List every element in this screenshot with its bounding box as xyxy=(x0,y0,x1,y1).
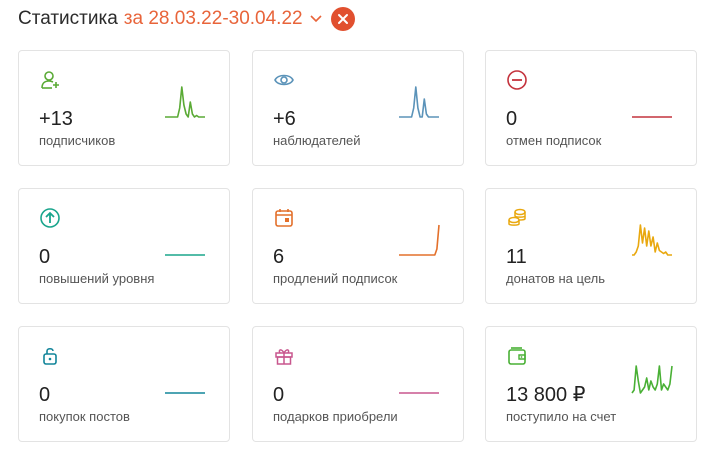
stat-label: наблюдателей xyxy=(273,133,361,148)
stat-label: отмен подписок xyxy=(506,133,602,148)
stat-card: 0 повышений уровня xyxy=(18,188,230,304)
stat-card: +6 наблюдателей xyxy=(252,50,464,166)
trend-sparkline xyxy=(397,85,441,119)
stat-label: поступило на счет xyxy=(506,409,617,424)
stat-label: донатов на цель xyxy=(506,271,605,286)
stat-label: подписчиков xyxy=(39,133,116,148)
stat-label: подарков приобрели xyxy=(273,409,398,424)
stat-card: +13 подписчиков xyxy=(18,50,230,166)
wallet-icon xyxy=(506,345,528,367)
trend-sparkline xyxy=(397,223,441,257)
trend-sparkline xyxy=(163,223,207,257)
coins-icon xyxy=(506,207,528,229)
header: Статистика за 28.03.22-30.04.22 xyxy=(18,6,355,32)
stat-card: 0 отмен подписок xyxy=(485,50,697,166)
trend-sparkline xyxy=(630,361,674,395)
trend-sparkline xyxy=(163,361,207,395)
minus-circle-icon xyxy=(506,69,528,91)
chevron-down-icon[interactable] xyxy=(309,14,323,24)
eye-icon xyxy=(273,69,295,91)
stat-value: 6 xyxy=(273,246,285,268)
stat-card: 0 покупок постов xyxy=(18,326,230,442)
stat-value: 0 xyxy=(273,384,285,406)
user-plus-icon xyxy=(39,69,61,91)
trend-sparkline xyxy=(397,361,441,395)
calendar-icon xyxy=(273,207,295,229)
stat-card: 0 подарков приобрели xyxy=(252,326,464,442)
stat-value: 0 xyxy=(506,108,518,130)
stat-label: повышений уровня xyxy=(39,271,155,286)
page-title: Статистика xyxy=(18,8,118,29)
date-range-selector[interactable]: за 28.03.22-30.04.22 xyxy=(123,8,303,29)
trend-sparkline xyxy=(163,85,207,119)
clear-range-button[interactable] xyxy=(330,7,355,31)
arrow-up-circle-icon xyxy=(39,207,61,229)
stat-card: 6 продлений подписок xyxy=(252,188,464,304)
stat-card: 13 800 ₽ поступило на счет xyxy=(485,326,697,442)
gift-icon xyxy=(273,345,295,367)
stat-label: покупок постов xyxy=(39,409,130,424)
stat-value: 13 800 ₽ xyxy=(506,384,586,406)
close-icon xyxy=(337,14,348,24)
trend-sparkline xyxy=(630,223,674,257)
stat-value: 0 xyxy=(39,384,51,406)
stat-value: 11 xyxy=(506,246,527,268)
stat-value: 0 xyxy=(39,246,51,268)
stat-label: продлений подписок xyxy=(273,271,398,286)
stat-value: +6 xyxy=(273,108,296,130)
trend-sparkline xyxy=(630,85,674,119)
stat-card: 11 донатов на цель xyxy=(485,188,697,304)
lock-icon xyxy=(39,345,61,367)
stat-value: +13 xyxy=(39,108,73,130)
